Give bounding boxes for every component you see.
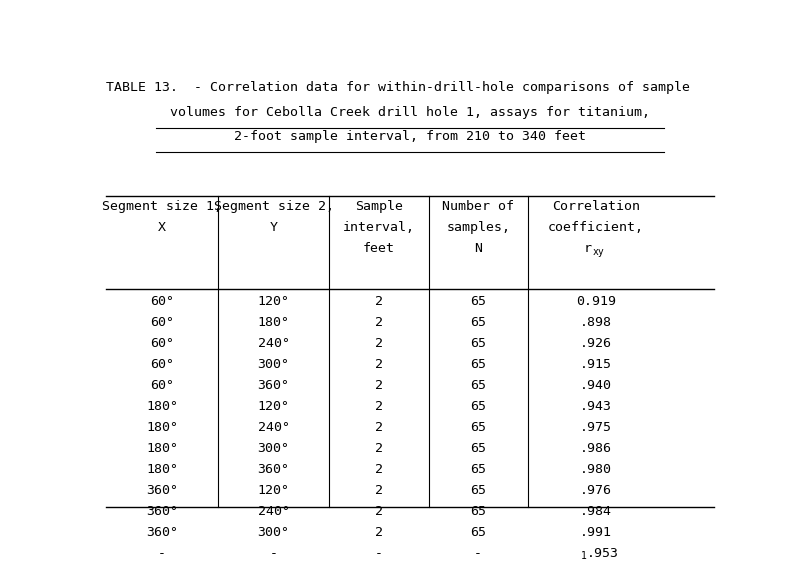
Text: feet: feet [363, 242, 395, 254]
Text: interval,: interval, [343, 221, 415, 234]
Text: 65: 65 [470, 484, 486, 497]
Text: 180°: 180° [146, 421, 178, 434]
Text: 180°: 180° [146, 463, 178, 476]
Text: samples,: samples, [446, 221, 510, 234]
Text: .926: .926 [580, 337, 612, 350]
Text: -: - [270, 547, 278, 560]
Text: .980: .980 [580, 463, 612, 476]
Text: 2-foot sample interval, from 210 to 340 feet: 2-foot sample interval, from 210 to 340 … [234, 130, 586, 143]
Text: 2: 2 [375, 484, 383, 497]
Text: Segment size 1,: Segment size 1, [102, 200, 222, 213]
Text: .975: .975 [580, 421, 612, 434]
Text: 2: 2 [375, 442, 383, 455]
Text: 65: 65 [470, 337, 486, 350]
Text: TABLE 13.  - Correlation data for within-drill-hole comparisons of sample: TABLE 13. - Correlation data for within-… [106, 81, 690, 94]
Text: 65: 65 [470, 526, 486, 539]
Text: 120°: 120° [258, 295, 290, 308]
Text: .986: .986 [580, 442, 612, 455]
Text: 65: 65 [470, 442, 486, 455]
Text: volumes for Cebolla Creek drill hole 1, assays for titanium,: volumes for Cebolla Creek drill hole 1, … [170, 106, 650, 119]
Text: .915: .915 [580, 358, 612, 371]
Text: 65: 65 [470, 463, 486, 476]
Text: 60°: 60° [150, 316, 174, 329]
Text: r: r [583, 242, 591, 254]
Text: 65: 65 [470, 505, 486, 518]
Text: Y: Y [270, 221, 278, 234]
Text: 0.919: 0.919 [576, 295, 616, 308]
Text: 180°: 180° [146, 442, 178, 455]
Text: .953: .953 [586, 547, 618, 560]
Text: N: N [474, 242, 482, 254]
Text: 65: 65 [470, 358, 486, 371]
Text: Number of: Number of [442, 200, 514, 213]
Text: 240°: 240° [258, 421, 290, 434]
Text: 65: 65 [470, 295, 486, 308]
Text: .976: .976 [580, 484, 612, 497]
Text: 2: 2 [375, 400, 383, 413]
Text: 180°: 180° [258, 316, 290, 329]
Text: .943: .943 [580, 400, 612, 413]
Text: 2: 2 [375, 463, 383, 476]
Text: 360°: 360° [258, 463, 290, 476]
Text: Sample: Sample [355, 200, 403, 213]
Text: 2: 2 [375, 421, 383, 434]
Text: 65: 65 [470, 421, 486, 434]
Text: .898: .898 [580, 316, 612, 329]
Text: .940: .940 [580, 379, 612, 392]
Text: 300°: 300° [258, 442, 290, 455]
Text: 180°: 180° [146, 400, 178, 413]
Text: 60°: 60° [150, 337, 174, 350]
Text: 360°: 360° [146, 505, 178, 518]
Text: 120°: 120° [258, 400, 290, 413]
Text: 2: 2 [375, 505, 383, 518]
Text: 60°: 60° [150, 379, 174, 392]
Text: 2: 2 [375, 337, 383, 350]
Text: 65: 65 [470, 316, 486, 329]
Text: 2: 2 [375, 316, 383, 329]
Text: 60°: 60° [150, 358, 174, 371]
Text: .991: .991 [580, 526, 612, 539]
Text: -: - [158, 547, 166, 560]
Text: 240°: 240° [258, 337, 290, 350]
Text: 2: 2 [375, 379, 383, 392]
Text: 360°: 360° [146, 484, 178, 497]
Text: Segment size 2,: Segment size 2, [214, 200, 334, 213]
Text: 300°: 300° [258, 358, 290, 371]
Text: xy: xy [593, 247, 605, 257]
Text: -: - [474, 547, 482, 560]
Text: 120°: 120° [258, 484, 290, 497]
Text: 240°: 240° [258, 505, 290, 518]
Text: 2: 2 [375, 358, 383, 371]
Text: 60°: 60° [150, 295, 174, 308]
Text: 2: 2 [375, 295, 383, 308]
Text: .984: .984 [580, 505, 612, 518]
Text: 2: 2 [375, 526, 383, 539]
Text: 360°: 360° [258, 379, 290, 392]
Text: 300°: 300° [258, 526, 290, 539]
Text: 65: 65 [470, 400, 486, 413]
Text: 65: 65 [470, 379, 486, 392]
Text: Correlation: Correlation [552, 200, 640, 213]
Text: coefficient,: coefficient, [548, 221, 644, 234]
Text: 360°: 360° [146, 526, 178, 539]
Text: -: - [375, 547, 383, 560]
Text: X: X [158, 221, 166, 234]
Text: 1: 1 [581, 551, 586, 561]
